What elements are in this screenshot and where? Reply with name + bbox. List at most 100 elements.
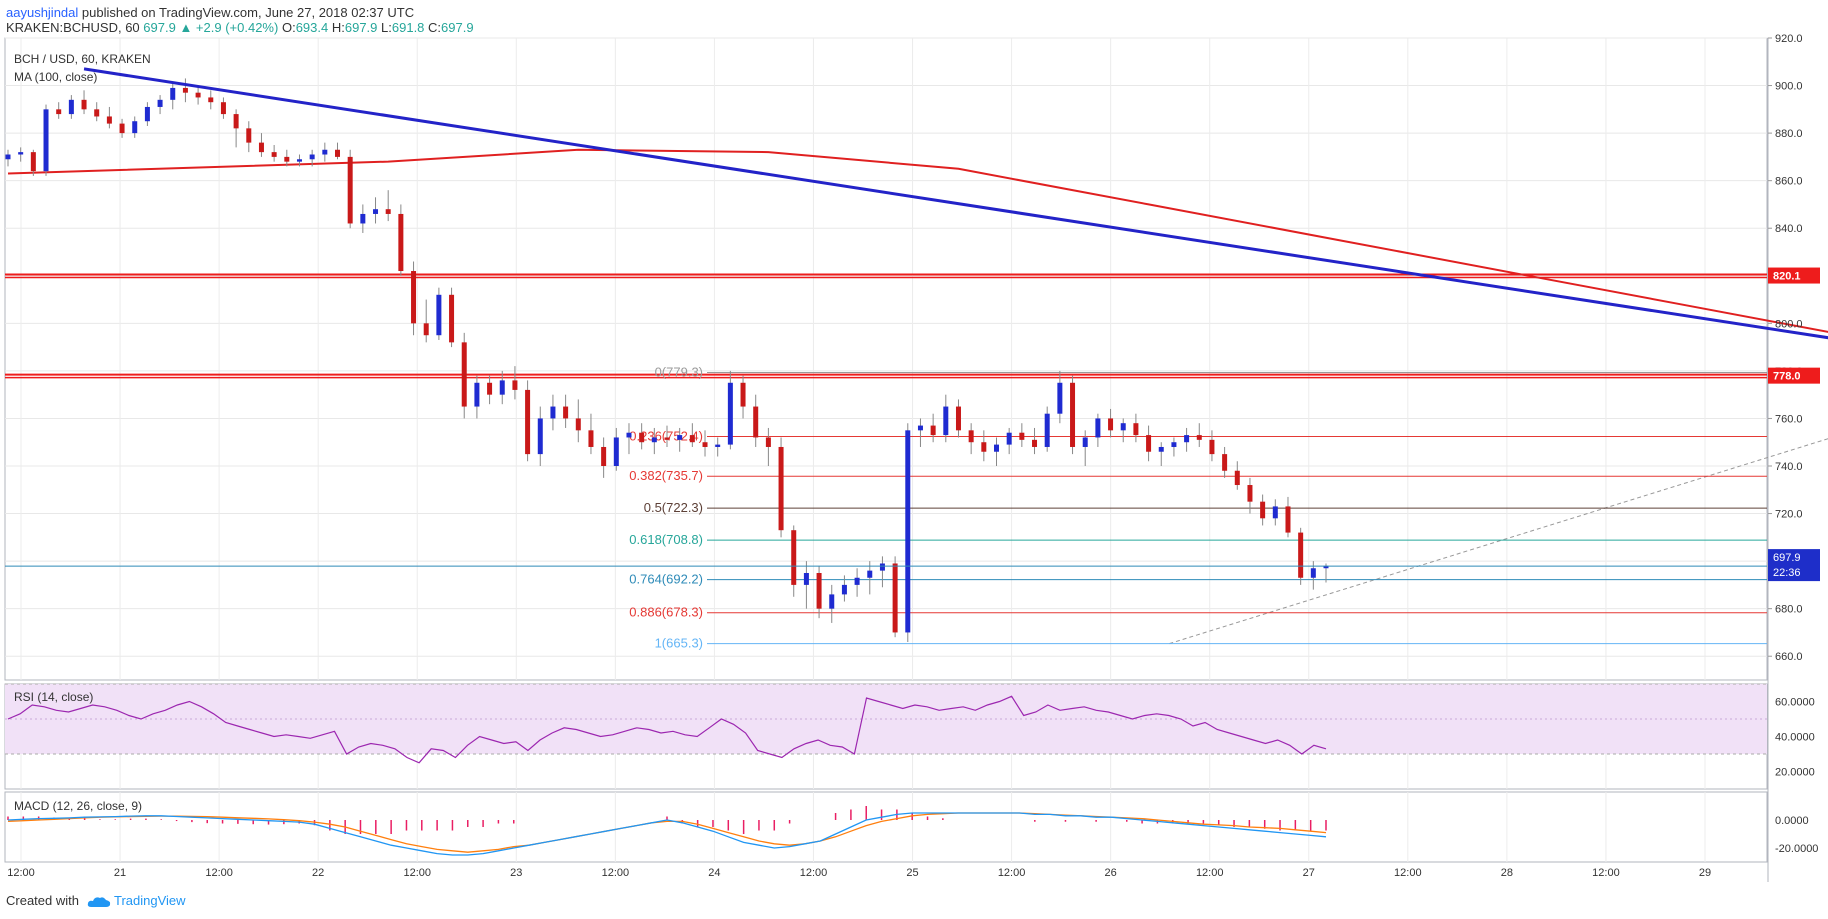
candle: [550, 394, 556, 431]
candle-body: [601, 446, 607, 466]
candle: [677, 427, 683, 452]
candle-body: [651, 437, 657, 443]
candle: [639, 423, 645, 450]
time-tick-label: 12:00: [7, 867, 35, 879]
candle: [525, 380, 531, 462]
candle-body: [1108, 418, 1114, 431]
fib-level-label: 0.236(752.4): [629, 429, 703, 444]
macd-line: [7, 812, 1327, 856]
candle-body: [1171, 442, 1177, 447]
candle-body: [43, 109, 49, 172]
candle: [271, 145, 277, 162]
author-link[interactable]: aayushjindal: [6, 5, 79, 20]
candle-body: [170, 87, 176, 100]
candle: [322, 142, 328, 162]
candle-body: [1272, 506, 1278, 519]
candle-body: [588, 430, 594, 447]
chart-title: BCH / USD, 60, KRAKEN: [14, 52, 151, 66]
candle: [449, 287, 455, 348]
candle: [474, 375, 480, 419]
candle-body: [639, 432, 645, 443]
close-label: C:: [428, 20, 442, 35]
candle: [867, 561, 873, 595]
candle: [94, 102, 100, 122]
candle-body: [550, 406, 556, 419]
candle: [119, 118, 125, 138]
candle: [81, 90, 87, 115]
candle-body: [220, 102, 226, 115]
candle-body: [449, 294, 455, 343]
candle: [994, 437, 999, 466]
candle: [879, 556, 885, 588]
close-value: 697.9: [441, 20, 474, 35]
candle-body: [119, 123, 125, 134]
fib-level-label: 0.618(708.8): [629, 532, 703, 547]
candle-body: [537, 418, 543, 455]
candle: [1209, 430, 1215, 462]
rsi-tick-label: 20.0000: [1775, 767, 1815, 779]
candle: [132, 116, 138, 138]
fib-level-label: 1(665.3): [655, 636, 703, 651]
candle: [56, 102, 62, 119]
candle-body: [879, 563, 885, 571]
candle-body: [499, 380, 505, 395]
candle-body: [487, 382, 493, 395]
time-tick-label: 12:00: [602, 867, 630, 879]
candle-body: [727, 382, 733, 445]
candle: [296, 154, 302, 167]
candle: [753, 394, 759, 447]
time-tick-label: 12:00: [1592, 867, 1620, 879]
candle-body: [1070, 382, 1076, 447]
candle: [854, 568, 860, 597]
candle-body: [1006, 432, 1012, 445]
candle-body: [233, 114, 239, 129]
candle: [1171, 437, 1177, 457]
candle: [309, 149, 315, 167]
time-tick-label: 12:00: [1196, 867, 1224, 879]
candle-body: [195, 92, 201, 98]
candle-body: [575, 418, 581, 431]
price-tick-label: 860.0: [1775, 176, 1803, 188]
candle-body: [968, 430, 974, 443]
time-tick-label: 12:00: [1394, 867, 1422, 879]
candle: [778, 437, 784, 538]
time-tick-label: 22: [312, 867, 324, 879]
candle: [563, 394, 569, 428]
candle: [613, 427, 619, 471]
candle-body: [689, 435, 695, 443]
candle: [968, 423, 974, 455]
candle-body: [1222, 454, 1228, 471]
candle-body: [854, 577, 860, 585]
candle-body: [423, 323, 429, 336]
candle-body: [335, 149, 340, 157]
chart-header: aayushjindal published on TradingView.co…: [6, 5, 474, 35]
candle: [955, 399, 961, 438]
candle-body: [525, 389, 531, 455]
candle: [1120, 418, 1126, 443]
candle: [930, 413, 936, 443]
candle-body: [81, 99, 87, 110]
tradingview-link[interactable]: TradingView: [114, 893, 186, 908]
price-tag-bg: [1768, 367, 1820, 384]
candle: [765, 427, 771, 466]
candle: [1133, 413, 1139, 443]
candle: [398, 204, 404, 276]
candle-body: [208, 97, 214, 103]
candle: [1260, 494, 1266, 526]
candle: [5, 149, 11, 167]
candle-body: [829, 594, 835, 609]
candle: [1222, 446, 1228, 478]
low-value: 691.8: [391, 20, 425, 35]
candle: [537, 406, 543, 466]
candle-body: [626, 432, 632, 438]
candle-body: [271, 152, 277, 157]
candle-body: [18, 152, 24, 155]
time-tick-label: 27: [1303, 867, 1315, 879]
candle: [423, 299, 429, 343]
price-tick-label: 880.0: [1775, 128, 1803, 140]
candle: [575, 399, 581, 443]
candle-body: [930, 425, 936, 436]
high-value: 697.9: [344, 20, 378, 35]
candle-body: [702, 442, 708, 447]
